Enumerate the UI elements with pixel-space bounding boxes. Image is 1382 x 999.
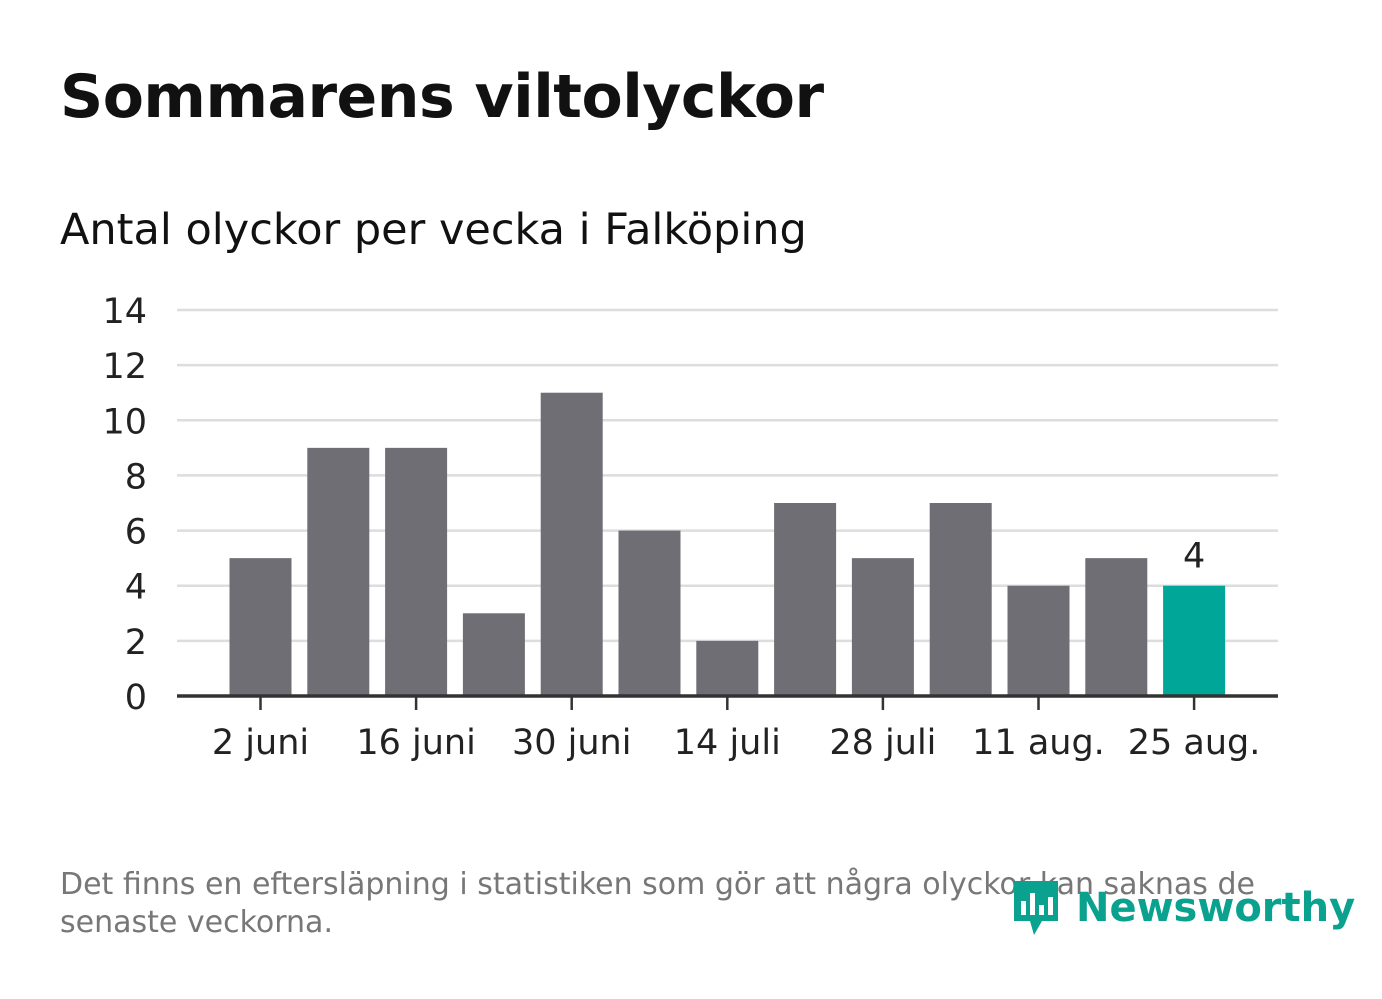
data-labels: 4 <box>1183 537 1205 577</box>
y-tick-label: 2 <box>125 623 147 663</box>
y-tick-label: 10 <box>102 402 147 442</box>
x-tick-label: 14 juli <box>674 723 781 763</box>
y-tick-label: 8 <box>125 457 147 497</box>
bar-7-juli <box>618 530 681 696</box>
bar-11-aug <box>1007 585 1070 696</box>
data-label: 4 <box>1183 537 1205 577</box>
bar-16-juni <box>385 447 448 696</box>
bar-25-aug <box>1163 585 1226 696</box>
y-tick-label: 12 <box>102 347 147 387</box>
bar-21-juli <box>774 503 837 696</box>
brand-logo: Newsworthy <box>1010 876 1355 940</box>
y-tick-label: 0 <box>125 678 147 718</box>
chart-title: Sommarens viltolyckor <box>60 62 824 132</box>
x-tick-label: 2 juni <box>212 723 309 763</box>
bar-2-juni <box>229 558 292 696</box>
y-tick-label: 6 <box>125 513 147 553</box>
x-axis-ticks: 2 juni 16 juni 30 juni 14 juli 28 juli 11 aug… <box>212 696 1261 763</box>
x-tick-label: 28 juli <box>829 723 936 763</box>
bar-18-aug <box>1085 558 1148 696</box>
bar-14-juli <box>696 640 759 696</box>
bar-28-juli <box>851 558 914 696</box>
y-tick-label: 14 <box>102 292 147 332</box>
x-tick-label: 30 juni <box>512 723 631 763</box>
brand-name: Newsworthy <box>1076 885 1356 931</box>
bar-9-juni <box>307 447 370 696</box>
x-tick-label: 11 aug. <box>972 723 1105 763</box>
bar-30-juni <box>540 392 603 696</box>
newsworthy-logo-icon <box>1014 881 1058 935</box>
y-tick-label: 4 <box>125 568 147 608</box>
x-tick-label: 16 juni <box>356 723 475 763</box>
y-axis-ticks: 0 2 4 6 8 10 12 14 <box>102 292 147 718</box>
x-tick-label: 25 aug. <box>1128 723 1261 763</box>
bars <box>229 392 1226 696</box>
bar-23-juni <box>462 613 525 696</box>
chart-subtitle: Antal olyckor per vecka i Falköping <box>60 205 807 255</box>
bar-4-aug <box>929 503 992 696</box>
